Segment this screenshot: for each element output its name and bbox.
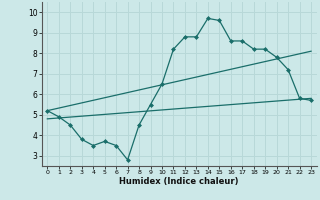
X-axis label: Humidex (Indice chaleur): Humidex (Indice chaleur) xyxy=(119,177,239,186)
